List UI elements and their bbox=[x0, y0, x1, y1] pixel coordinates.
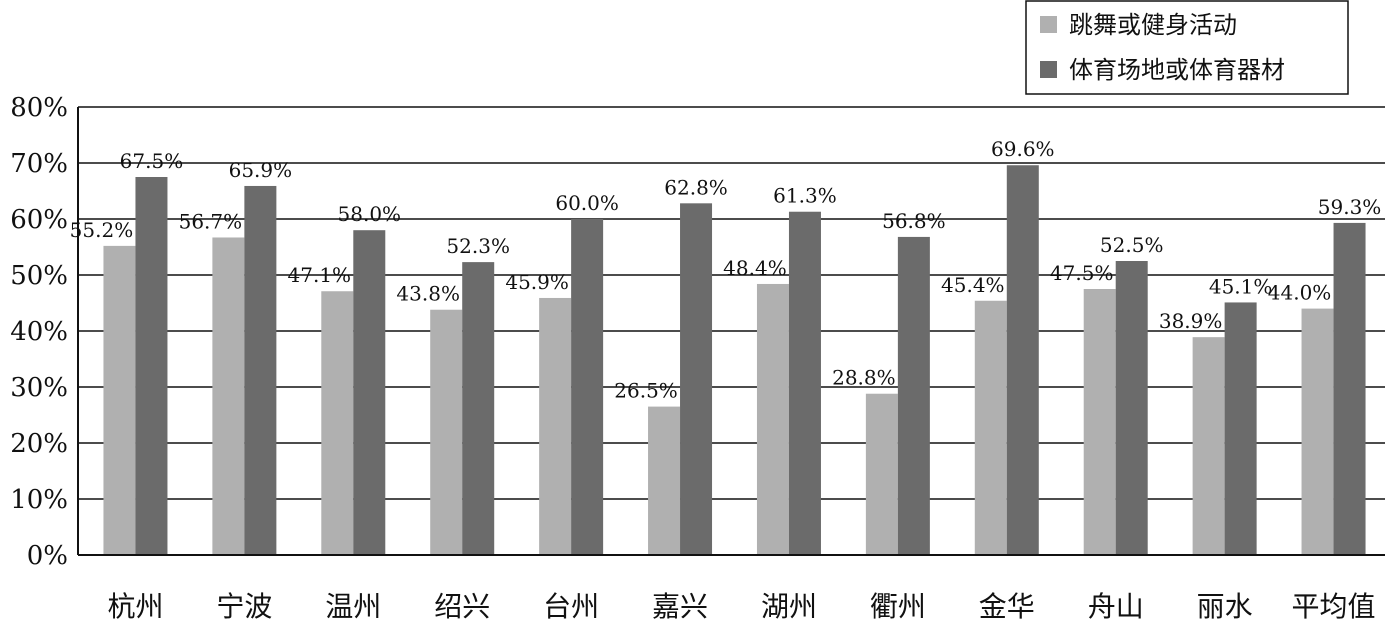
data-label: 52.5% bbox=[1100, 233, 1164, 257]
data-label: 55.2% bbox=[70, 218, 134, 242]
bar-series-2 bbox=[1333, 222, 1366, 556]
x-category-label: 金华 bbox=[979, 590, 1035, 619]
legend: 跳舞或健身活动 体育场地或体育器材 bbox=[1025, 0, 1349, 95]
bar-series-2 bbox=[1006, 165, 1039, 556]
y-tick-label: 40% bbox=[10, 317, 68, 347]
bar-series-1 bbox=[539, 297, 572, 555]
legend-swatch-series-2 bbox=[1040, 61, 1057, 78]
data-label: 56.7% bbox=[179, 209, 243, 233]
bar-series-1 bbox=[103, 245, 136, 555]
x-category-label: 舟山 bbox=[1088, 590, 1144, 619]
data-label: 60.0% bbox=[555, 191, 619, 215]
data-label: 65.9% bbox=[229, 158, 293, 182]
bar-series-1 bbox=[974, 300, 1007, 555]
data-label: 48.4% bbox=[723, 256, 787, 280]
x-category-label: 湖州 bbox=[761, 590, 817, 619]
bar-series-2 bbox=[1115, 261, 1148, 555]
axes: 0% 10% 20% 30% 40% 50% 60% 70% 80% 杭州 宁波 温州 绍兴 台州 嘉兴 湖州… bbox=[10, 93, 1385, 619]
bar-series-1 bbox=[1192, 337, 1225, 555]
data-label: 67.5% bbox=[120, 149, 184, 173]
y-tick-label: 60% bbox=[10, 205, 68, 235]
legend-label-series-1: 跳舞或健身活动 bbox=[1069, 11, 1237, 39]
y-tick-label: 20% bbox=[10, 429, 68, 459]
x-category-label: 嘉兴 bbox=[652, 590, 708, 619]
bar-series-1 bbox=[212, 237, 245, 556]
data-label: 44.0% bbox=[1268, 281, 1332, 305]
data-label: 43.8% bbox=[396, 282, 460, 306]
bar-series-1 bbox=[648, 406, 681, 555]
bar-series-2 bbox=[353, 230, 386, 555]
bar-series-1 bbox=[1083, 289, 1116, 555]
bar-series-1 bbox=[430, 309, 463, 555]
bar-series-1 bbox=[1301, 308, 1334, 555]
bar-series-1 bbox=[865, 393, 898, 555]
legend-swatch-series-1 bbox=[1040, 16, 1057, 33]
y-tick-label: 50% bbox=[10, 261, 68, 291]
data-label: 47.5% bbox=[1050, 261, 1114, 285]
y-tick-label: 70% bbox=[10, 149, 68, 179]
gridlines bbox=[78, 106, 1385, 500]
data-label: 62.8% bbox=[664, 175, 728, 199]
data-label: 28.8% bbox=[832, 366, 896, 390]
legend-label-series-2: 体育场地或体育器材 bbox=[1069, 56, 1285, 84]
bar-series-2 bbox=[1224, 302, 1257, 555]
data-labels: 55.2% 67.5% 56.7% 65.9% 47.1% 58.0% 43.8% 52.3%… bbox=[70, 137, 1382, 402]
data-label: 59.3% bbox=[1318, 195, 1382, 219]
bar-series-1 bbox=[321, 291, 354, 555]
x-category-label: 台州 bbox=[543, 590, 599, 619]
x-category-label: 绍兴 bbox=[434, 590, 490, 619]
x-category-label: 杭州 bbox=[107, 590, 163, 619]
data-label: 52.3% bbox=[446, 234, 510, 258]
data-label: 38.9% bbox=[1159, 309, 1223, 333]
x-category-label: 宁波 bbox=[216, 590, 272, 619]
y-tick-label: 80% bbox=[10, 93, 68, 123]
bar-series-1 bbox=[756, 283, 789, 555]
bar-series-2 bbox=[571, 219, 604, 555]
x-category-label: 温州 bbox=[325, 590, 381, 619]
bars bbox=[103, 165, 1366, 556]
data-label: 69.6% bbox=[991, 137, 1055, 161]
data-label: 61.3% bbox=[773, 184, 837, 208]
bar-series-2 bbox=[680, 203, 713, 555]
data-label: 45.1% bbox=[1209, 274, 1273, 298]
data-label: 56.8% bbox=[882, 209, 946, 233]
bar-series-2 bbox=[135, 177, 168, 555]
bar-series-2 bbox=[462, 262, 495, 555]
x-category-label: 衢州 bbox=[870, 590, 926, 619]
bar-series-2 bbox=[897, 236, 930, 556]
data-label: 47.1% bbox=[288, 263, 352, 287]
bar-series-2 bbox=[244, 185, 277, 555]
data-label: 58.0% bbox=[338, 202, 402, 226]
data-label: 45.9% bbox=[505, 270, 569, 294]
data-label: 45.4% bbox=[941, 273, 1005, 297]
bar-series-2 bbox=[788, 211, 821, 555]
y-tick-label: 30% bbox=[10, 373, 68, 403]
data-label: 26.5% bbox=[614, 379, 678, 403]
x-category-label: 丽水 bbox=[1197, 590, 1253, 619]
y-tick-label: 0% bbox=[27, 541, 68, 571]
y-tick-label: 10% bbox=[10, 485, 68, 515]
x-category-label: 平均值 bbox=[1292, 590, 1376, 619]
legend-box bbox=[1025, 0, 1349, 95]
